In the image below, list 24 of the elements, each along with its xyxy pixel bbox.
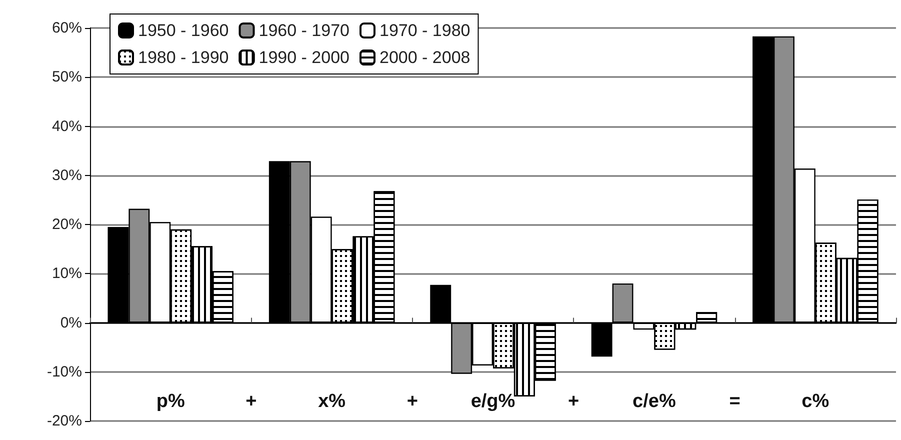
y-tick-label: 50%	[52, 68, 82, 86]
annotation: =	[729, 391, 740, 412]
legend-label: 1960 - 1970	[258, 21, 350, 40]
annotation: +	[246, 391, 257, 412]
legend-label: 1980 - 1990	[138, 48, 229, 67]
annotation: +	[406, 391, 418, 412]
x-tick-label: c/e%	[632, 391, 676, 412]
x-tick-label: e/g%	[470, 391, 516, 412]
x-tick-label: c%	[802, 391, 830, 412]
legend-label: 1990 - 2000	[258, 48, 350, 67]
y-tick-label: 10%	[52, 265, 82, 282]
y-tick-label: 30%	[52, 166, 82, 184]
legend-label: 1950 - 1960	[138, 21, 229, 40]
legend-label: 1970 - 1980	[379, 21, 470, 40]
annotation: +	[568, 391, 580, 412]
x-tick-label: p%	[156, 391, 185, 412]
y-tick-label: 0%	[60, 314, 82, 332]
y-tick-label: 40%	[52, 118, 82, 135]
y-tick-label: 20%	[52, 216, 82, 233]
y-tick-label: -20%	[46, 412, 82, 430]
legend-label: 2000 - 2008	[379, 48, 470, 67]
x-tick-label: x%	[318, 391, 346, 412]
y-tick-label: -10%	[46, 363, 82, 380]
y-tick-label: 60%	[52, 20, 82, 36]
